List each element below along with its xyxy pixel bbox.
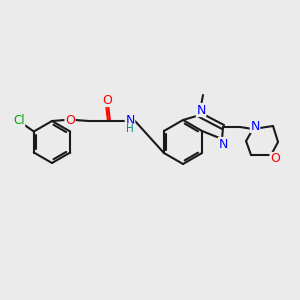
- Text: O: O: [65, 113, 75, 127]
- Text: N: N: [196, 103, 206, 116]
- Text: N: N: [218, 137, 228, 151]
- Text: Cl: Cl: [13, 114, 25, 127]
- Text: O: O: [270, 152, 280, 166]
- Text: O: O: [102, 94, 112, 106]
- Text: N: N: [250, 119, 260, 133]
- Text: H: H: [126, 124, 134, 134]
- Text: N: N: [125, 113, 135, 127]
